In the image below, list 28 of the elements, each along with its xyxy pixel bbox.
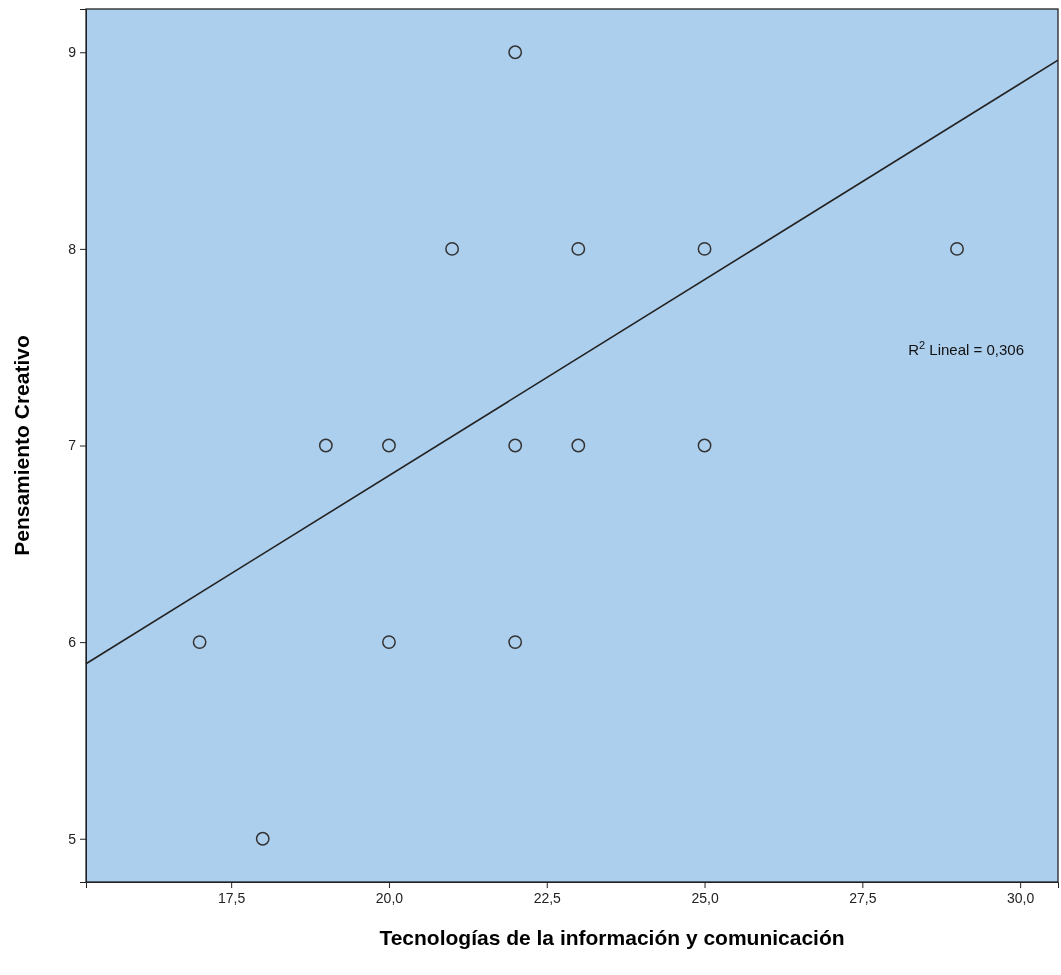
y-tick-label: 9	[68, 44, 77, 61]
x-tick-label: 17,5	[218, 889, 246, 906]
point	[508, 45, 523, 60]
x-tick-label: 20,0	[375, 889, 404, 906]
point	[697, 438, 712, 453]
point	[445, 241, 460, 256]
point	[950, 241, 964, 256]
y-tick-label: 5	[68, 830, 77, 847]
x-axis-title: Tecnologías de la información y comunicación	[379, 926, 845, 949]
point	[508, 635, 523, 650]
point	[508, 438, 523, 453]
point	[697, 241, 712, 256]
x-tick-label: 30,0	[1007, 889, 1035, 906]
point	[318, 438, 333, 453]
point	[382, 438, 396, 453]
point	[192, 635, 207, 650]
point	[255, 831, 270, 846]
x-tick-label: 25,0	[691, 889, 719, 906]
point	[382, 635, 396, 650]
annotation: R$^{2}$ Lineal = 0,306	[908, 339, 1024, 358]
x-tick-label: 22,5	[533, 889, 562, 906]
y-tick-label: 8	[68, 240, 77, 257]
point	[571, 438, 586, 453]
point	[571, 241, 586, 256]
y-axis-title: Pensamiento Creativo	[10, 335, 33, 556]
y-tick-label: 6	[68, 634, 77, 651]
x-tick-label: 27,5	[849, 889, 877, 906]
y-tick-label: 7	[68, 437, 77, 454]
